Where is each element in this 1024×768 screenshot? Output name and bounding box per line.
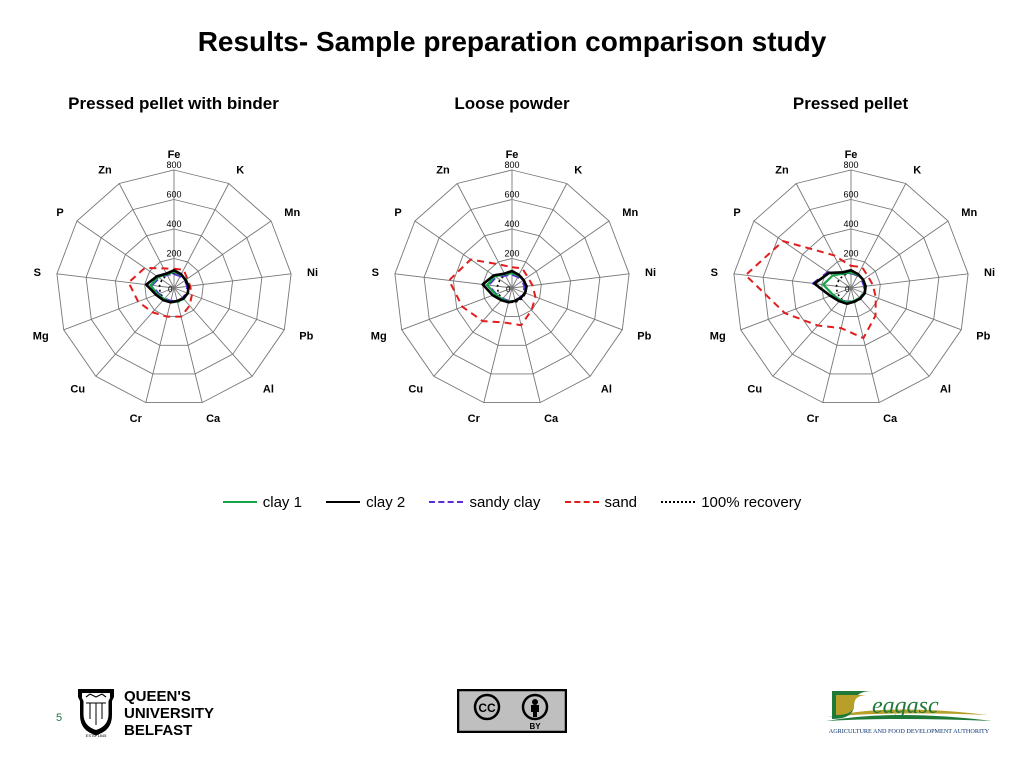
svg-text:Cu: Cu [70,383,85,395]
teagasc-logo: eagasc AGRICULTURE AND FOOD DEVELOPMENT … [824,683,994,744]
svg-text:Mg: Mg [32,331,48,343]
radar-chart-1: 200 400 600 800Fe K Mn Ni Pb Al Ca Cr Cu Mg S P Zn 0 [347,116,677,446]
svg-text:200: 200 [166,249,181,259]
cc-by-text: BY [529,722,541,731]
svg-text:Mg: Mg [709,331,725,343]
svg-text:0: 0 [506,285,511,294]
legend-label-sandy-clay: sandy clay [469,494,540,511]
svg-text:Zn: Zn [775,164,789,176]
svg-text:Al: Al [262,383,273,395]
svg-text:200: 200 [843,249,858,259]
svg-text:400: 400 [504,219,519,229]
legend-label-recovery: 100% recovery [701,494,801,511]
svg-text:S: S [710,267,717,279]
legend-swatch-clay1 [223,501,257,503]
chart-title-2: Pressed pellet [793,94,908,114]
svg-text:Ca: Ca [544,413,559,425]
svg-text:200: 200 [504,249,519,259]
svg-text:K: K [574,164,582,176]
svg-text:Mn: Mn [284,207,300,219]
cc-by-logo: CC BY [457,689,567,738]
svg-text:K: K [236,164,244,176]
svg-text:Ni: Ni [645,267,656,279]
svg-text:0: 0 [168,285,173,294]
svg-text:600: 600 [166,190,181,200]
legend-item-clay2: clay 2 [326,494,405,511]
svg-text:P: P [733,207,740,219]
teagasc-text: eagasc [872,693,939,719]
legend-swatch-sand [565,501,599,503]
svg-text:Fe: Fe [844,149,857,161]
legend-item-recovery: 100% recovery [661,494,801,511]
radar-chart-2: 200 400 600 800Fe K Mn Ni Pb Al Ca Cr Cu Mg S P Zn 0 [686,116,1016,446]
svg-text:Al: Al [601,383,612,395]
chart-title-0: Pressed pellet with binder [68,94,279,114]
legend-item-sand: sand [565,494,638,511]
svg-text:S: S [372,267,379,279]
legend-swatch-sandy-clay [429,501,463,503]
svg-text:600: 600 [843,190,858,200]
svg-text:Pb: Pb [976,331,990,343]
svg-text:Mg: Mg [371,331,387,343]
legend-swatch-clay2 [326,501,360,503]
svg-text:Fe: Fe [167,149,180,161]
legend-swatch-recovery [661,501,695,503]
legend-label-sand: sand [605,494,638,511]
svg-text:0: 0 [845,285,850,294]
teagasc-sub: AGRICULTURE AND FOOD DEVELOPMENT AUTHORI… [829,728,990,735]
footer: 5 ESTD 1845 QUEEN'S UNIVERSITY BELFAST C… [0,680,1024,750]
svg-text:ESTD 1845: ESTD 1845 [86,733,107,738]
svg-text:800: 800 [504,160,519,170]
svg-text:600: 600 [504,190,519,200]
qub-line3: BELFAST [124,722,192,739]
svg-text:800: 800 [166,160,181,170]
svg-text:Ni: Ni [307,267,318,279]
chart-panel-0: Pressed pellet with binder 200 400 600 800F… [8,94,339,446]
svg-text:Zn: Zn [436,164,450,176]
svg-text:Cu: Cu [747,383,762,395]
svg-text:K: K [913,164,921,176]
page-number: 5 [56,712,62,724]
svg-text:Zn: Zn [98,164,112,176]
legend-item-sandy-clay: sandy clay [429,494,540,511]
svg-text:Mn: Mn [961,207,977,219]
svg-text:Al: Al [939,383,950,395]
qub-line1: QUEEN'S [124,688,191,705]
cc-text: CC [478,701,496,715]
radar-chart-0: 200 400 600 800Fe K Mn Ni Pb Al Ca Cr Cu Mg S P Zn 0 [9,116,339,446]
legend-item-clay1: clay 1 [223,494,302,511]
svg-text:Cu: Cu [408,383,423,395]
svg-text:P: P [56,207,63,219]
qub-logo: ESTD 1845 QUEEN'S UNIVERSITY BELFAST [72,683,262,746]
svg-text:400: 400 [166,219,181,229]
legend: clay 1 clay 2 sandy clay sand 100% recov… [0,490,1024,511]
svg-text:Fe: Fe [506,149,519,161]
svg-text:Ca: Ca [206,413,221,425]
chart-title-1: Loose powder [454,94,569,114]
legend-label-clay1: clay 1 [263,494,302,511]
svg-text:Pb: Pb [299,331,313,343]
slide-title: Results- Sample preparation comparison s… [0,26,1024,58]
svg-text:Mn: Mn [622,207,638,219]
svg-text:Cr: Cr [129,413,142,425]
legend-label-clay2: clay 2 [366,494,405,511]
svg-text:800: 800 [843,160,858,170]
svg-text:P: P [394,207,401,219]
chart-panel-1: Loose powder 200 400 600 800Fe K Mn Ni Pb Al Ca Cr… [347,94,678,446]
svg-text:400: 400 [843,219,858,229]
chart-panel-2: Pressed pellet 200 400 600 800Fe K Mn Ni Pb Al Ca… [685,94,1016,446]
svg-text:S: S [33,267,40,279]
svg-text:Cr: Cr [468,413,481,425]
svg-text:Cr: Cr [806,413,819,425]
shield-icon: ESTD 1845 [78,689,114,738]
qub-line2: UNIVERSITY [124,705,214,722]
svg-text:Pb: Pb [637,331,651,343]
svg-text:Ni: Ni [984,267,995,279]
charts-row: Pressed pellet with binder 200400600800F… [8,94,1016,446]
svg-text:Ca: Ca [883,413,898,425]
